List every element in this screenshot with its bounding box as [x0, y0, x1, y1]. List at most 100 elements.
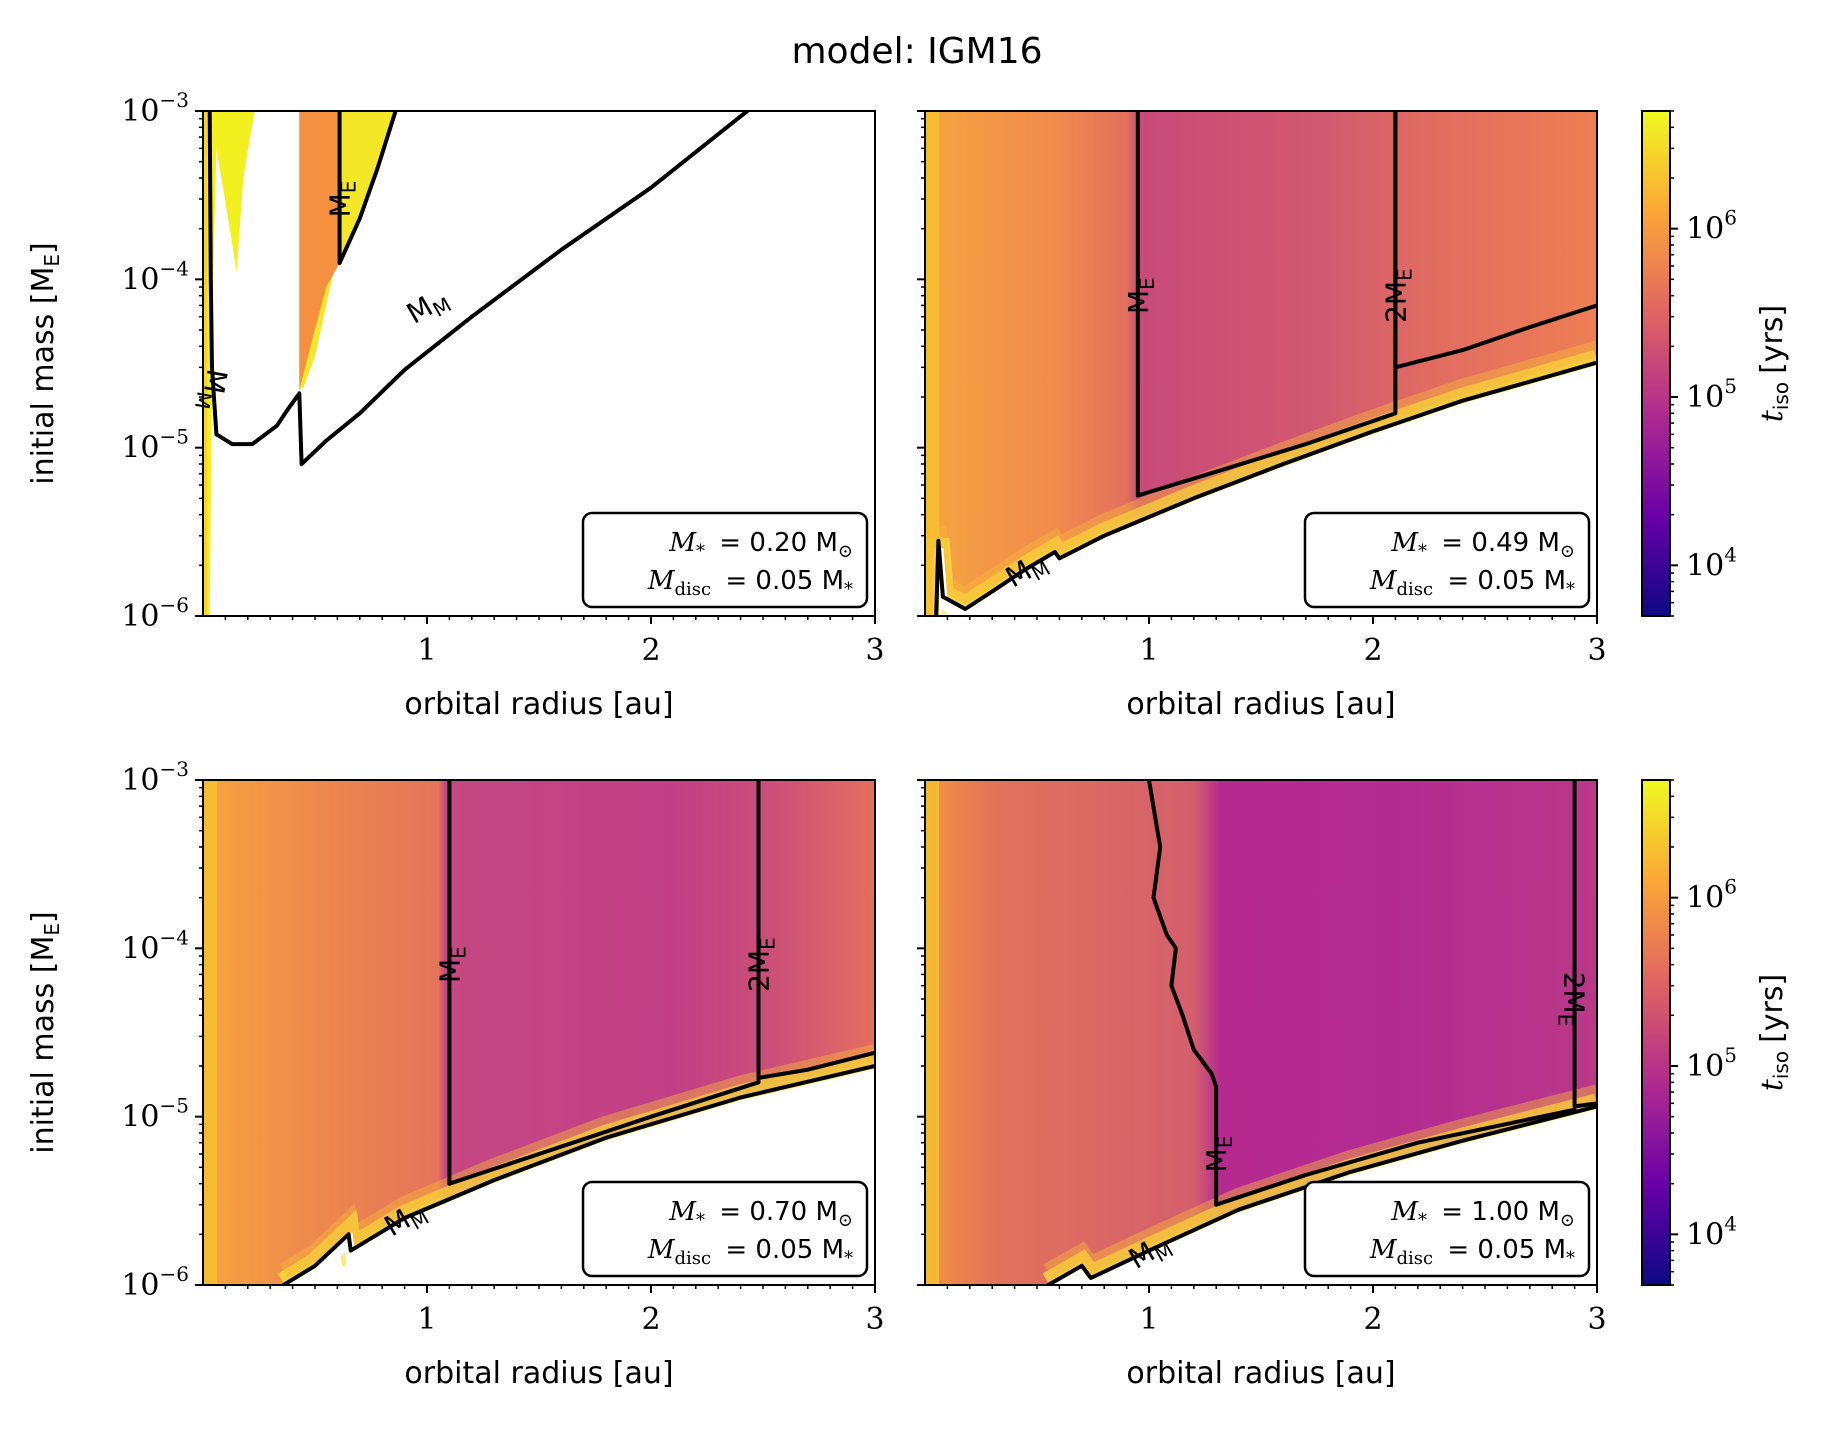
- x-tick-label: 1: [417, 633, 436, 668]
- y-tick-exp: −4: [160, 256, 189, 280]
- contour-label-text: ME: [1122, 277, 1159, 314]
- y-axis-label: initial mass [ME]: [26, 242, 64, 484]
- y-tick-label: 10−6: [121, 1262, 189, 1303]
- y-tick-base: 10: [121, 599, 159, 634]
- contour-label-main: 2M: [743, 950, 776, 992]
- info-mdisc-tail: *: [1566, 579, 1575, 600]
- info-box-frame: [1303, 511, 1591, 609]
- y-tick-exp: −6: [160, 593, 189, 617]
- x-tick-label: 3: [865, 633, 884, 668]
- heatmap-gap: [1052, 1109, 1597, 1285]
- contour-line-2me-1: [1572, 780, 1597, 1109]
- heatmap-gap: [287, 1069, 875, 1285]
- contour-label-text: 2ME: [743, 937, 780, 992]
- contour-label: 2ME: [1554, 972, 1591, 1027]
- y-tick-label: 10−5: [121, 425, 189, 466]
- colorbar-tick-exp: 6: [1724, 206, 1737, 230]
- contour-label: MM: [190, 367, 234, 411]
- x-axis-label: orbital radius [au]: [404, 687, 673, 722]
- y-tick-exp: −5: [160, 1094, 189, 1118]
- contour-label-main: 2M: [1558, 972, 1591, 1014]
- contour-label: ME: [324, 181, 361, 218]
- heatmap-region: [925, 780, 1597, 1285]
- info-mstar-value: = 1.00 M: [1433, 1197, 1560, 1227]
- info-box: M* = 1.00 M⊙Mdisc = 0.05 M*: [1303, 1180, 1591, 1278]
- heatmap-boundary-band-2: [928, 340, 1597, 605]
- info-mdisc-symbol: M: [647, 1235, 676, 1265]
- info-box: M* = 0.49 M⊙Mdisc = 0.05 M*: [1303, 511, 1591, 609]
- colorbar-tick-label: 106: [1686, 875, 1737, 916]
- contour-line-me-0: [1147, 780, 1577, 1207]
- info-mstar-symbol: M: [1390, 1197, 1419, 1227]
- info-mstar-sub: *: [1418, 541, 1427, 562]
- heatmap-boundary-band-2: [279, 1044, 875, 1278]
- contour-label-text: ME: [433, 946, 470, 983]
- colorbar-tick-label: 106: [1686, 206, 1737, 247]
- y-axis-label: initial mass [ME]: [26, 911, 64, 1153]
- colorbar-label: tiso [yrs]: [1755, 305, 1793, 422]
- heatmap-region: [203, 780, 875, 1285]
- contour-label: 2ME: [1379, 268, 1416, 323]
- info-box: M* = 0.70 M⊙Mdisc = 0.05 M*: [581, 1180, 869, 1278]
- info-mstar-value: = 0.70 M: [711, 1197, 838, 1227]
- contour-label: ME: [1122, 277, 1159, 314]
- info-mdisc-sub: disc: [674, 579, 711, 600]
- contours: [281, 780, 875, 1285]
- colorbar-tick-exp: 5: [1724, 1043, 1737, 1067]
- info-mdisc-symbol: M: [1369, 566, 1398, 596]
- y-tick-label: 10−4: [121, 256, 189, 297]
- contour-label-text: 2ME: [1379, 268, 1416, 323]
- y-tick-exp: −4: [160, 925, 189, 949]
- contour-line-2me-1: [1393, 111, 1597, 370]
- contour-label-bg: [391, 273, 460, 333]
- y-tick-base: 10: [121, 931, 159, 966]
- x-axis-label: orbital radius [au]: [404, 1356, 673, 1391]
- info-mstar-sub: *: [696, 541, 705, 562]
- info-mstar-sun: ⊙: [1560, 1210, 1575, 1231]
- info-mdisc-symbol: M: [647, 566, 676, 596]
- contour-line-mm-2: [1046, 1104, 1597, 1285]
- y-tick-label: 10−3: [121, 88, 189, 129]
- contour-label-sub: E: [1135, 277, 1159, 290]
- info-mstar: M* = 1.00 M⊙: [1390, 1197, 1575, 1231]
- x-tick-label: 1: [1139, 1302, 1158, 1337]
- y-axis-label-end: ]: [26, 911, 61, 923]
- colorbar-gradient: [1641, 110, 1671, 617]
- info-box-frame: [581, 511, 869, 609]
- colorbar-label-main: t: [1755, 409, 1790, 422]
- contour-label-sub: E: [1392, 268, 1416, 281]
- y-tick-label: 10−6: [121, 593, 189, 634]
- contour-line-2me-1: [756, 780, 875, 1080]
- colorbar-tick-base: 10: [1686, 548, 1724, 583]
- colorbar-tick-base: 10: [1686, 212, 1724, 247]
- info-mstar-sun: ⊙: [1560, 541, 1575, 562]
- y-tick-label: 10−5: [121, 1094, 189, 1135]
- y-axis-label-main: initial mass [M: [26, 936, 61, 1154]
- x-tick-label: 3: [1587, 633, 1606, 668]
- x-tick-label: 3: [1587, 1302, 1606, 1337]
- colorbar-label-unit: [yrs]: [1755, 305, 1790, 374]
- info-mstar: M* = 0.49 M⊙: [1390, 528, 1575, 562]
- y-tick-base: 10: [121, 94, 159, 129]
- heatmap-edge: [203, 780, 217, 1285]
- info-box: M* = 0.20 M⊙Mdisc = 0.05 M*: [581, 511, 869, 609]
- colorbar-tick-exp: 6: [1724, 875, 1737, 899]
- info-mstar: M* = 0.70 M⊙: [668, 1197, 853, 1231]
- contour-label-text: ME: [324, 181, 361, 218]
- y-tick-exp: −3: [160, 88, 189, 112]
- y-tick-label: 10−4: [121, 925, 189, 966]
- contours: [934, 111, 1597, 616]
- info-mstar-sub: *: [1418, 1210, 1427, 1231]
- colorbar-label-unit: [yrs]: [1755, 974, 1790, 1043]
- contour-label: 2ME: [743, 937, 780, 992]
- info-mdisc-sub: disc: [1396, 1248, 1433, 1269]
- figure-title: model: IGM16: [791, 31, 1042, 72]
- info-mdisc-value: = 0.05 M: [1439, 566, 1566, 596]
- y-tick-base: 10: [121, 1268, 159, 1303]
- y-tick-base: 10: [121, 1100, 159, 1135]
